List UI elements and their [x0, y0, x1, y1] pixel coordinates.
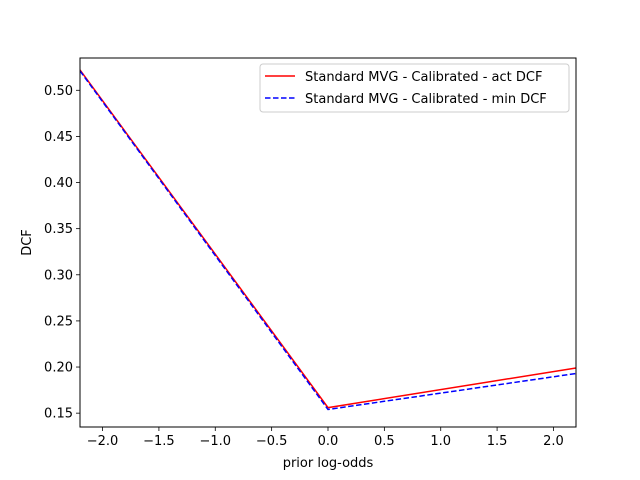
legend-label-min-dcf: Standard MVG - Calibrated - min DCF [305, 92, 547, 107]
y-tick-label: 0.45 [44, 130, 73, 145]
x-tick-label: 2.0 [543, 434, 564, 449]
y-tick-label: 0.15 [44, 407, 73, 422]
x-tick-label: −1.5 [143, 434, 175, 449]
plot-frame [79, 57, 577, 428]
y-tick-label: 0.40 [44, 176, 73, 191]
x-tick-label: 0.0 [318, 434, 339, 449]
x-tick-label: −2.0 [87, 434, 119, 449]
x-tick-label: 1.5 [487, 434, 508, 449]
y-axis-label: DCF [20, 229, 35, 256]
y-axis-ticks: 0.15 0.20 0.25 0.30 0.35 0.40 0.45 0.50 [44, 84, 80, 422]
x-tick-label: −0.5 [256, 434, 288, 449]
x-tick-label: 0.5 [374, 434, 395, 449]
y-tick-label: 0.30 [44, 268, 73, 283]
legend-label-act-dcf: Standard MVG - Calibrated - act DCF [305, 70, 542, 85]
x-axis-label: prior log-odds [283, 456, 374, 471]
y-tick-label: 0.20 [44, 361, 73, 376]
legend: Standard MVG - Calibrated - act DCF Stan… [259, 63, 570, 113]
x-tick-label: 1.0 [430, 434, 451, 449]
y-tick-label: 0.35 [44, 222, 73, 237]
x-axis-ticks: −2.0 −1.5 −1.0 −0.5 0.0 0.5 1.0 1.5 2.0 [87, 427, 564, 449]
x-tick-label: −1.0 [199, 434, 231, 449]
y-tick-label: 0.50 [44, 84, 73, 99]
series-line-min-dcf [79, 70, 577, 411]
y-tick-label: 0.25 [44, 314, 73, 329]
series-lines [79, 69, 577, 411]
legend-box [259, 63, 570, 113]
series-line-act-dcf [79, 69, 577, 409]
